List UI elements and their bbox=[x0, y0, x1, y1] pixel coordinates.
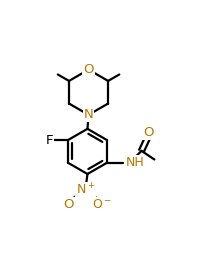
Text: O$^-$: O$^-$ bbox=[92, 198, 112, 211]
Text: O: O bbox=[83, 63, 94, 76]
Text: O: O bbox=[143, 126, 154, 139]
Text: NH: NH bbox=[125, 156, 144, 169]
Text: N$^+$: N$^+$ bbox=[76, 183, 95, 198]
Text: N: N bbox=[84, 108, 94, 121]
Text: O: O bbox=[63, 198, 74, 211]
Text: F: F bbox=[46, 134, 53, 147]
